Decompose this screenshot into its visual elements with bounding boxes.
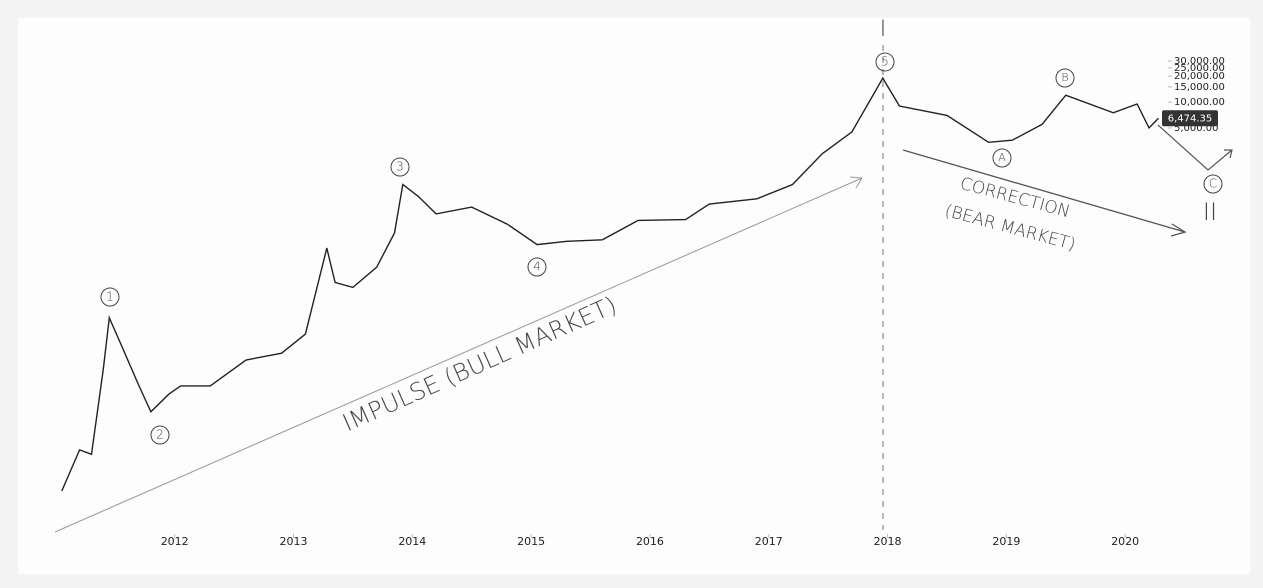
annotation: II (1203, 198, 1217, 226)
annotation: I (880, 17, 887, 42)
y-tick-label: 30,000.00 (1174, 56, 1225, 67)
x-tick-label: 2019 (992, 535, 1020, 548)
wave-circle (1055, 68, 1075, 88)
correction-arrowhead (1170, 223, 1187, 237)
last-price-label: 6,474.35 (1168, 113, 1213, 124)
y-tick-label: 15,000.00 (1174, 82, 1225, 93)
x-tick-label: 2014 (398, 535, 426, 548)
annotation: A (998, 151, 1006, 164)
y-tick-label: 25,000.00 (1174, 63, 1225, 74)
correction-arrow (902, 149, 1186, 233)
annotation: 3 (396, 160, 404, 174)
impulse-arrow (54, 177, 863, 533)
x-tick-label: 2012 (161, 535, 189, 548)
annotation: B (1061, 71, 1068, 84)
wave-circle (390, 157, 410, 177)
x-tick-label: 2013 (280, 535, 308, 548)
wave-circle (875, 52, 895, 72)
wave-circle (150, 425, 170, 445)
last-price-tag (1162, 110, 1218, 127)
plot-background (18, 18, 1250, 574)
x-tick-label: 2018 (874, 535, 902, 548)
y-tick-label: 5,000.00 (1174, 123, 1219, 134)
annotation: 4 (533, 260, 541, 274)
y-tick-label: 10,000.00 (1174, 97, 1225, 108)
price-line (61, 76, 1159, 492)
impulse-arrowhead (849, 176, 863, 189)
annotation: C (1209, 177, 1217, 191)
wave-circle (1203, 174, 1223, 194)
annotation: 5 (881, 55, 889, 69)
x-tick-label: 2020 (1111, 535, 1139, 548)
x-tick-label: 2017 (755, 535, 783, 548)
x-tick-label: 2015 (517, 535, 545, 548)
wave-circle (992, 148, 1012, 168)
projection-arrow (1157, 124, 1233, 171)
annotation: 2 (156, 428, 164, 442)
x-tick-label: 2016 (636, 535, 664, 548)
wave-circle (527, 257, 547, 277)
annotation: 1 (106, 290, 114, 304)
y-tick-label: 20,000.00 (1174, 71, 1225, 82)
wave-circle (100, 287, 120, 307)
